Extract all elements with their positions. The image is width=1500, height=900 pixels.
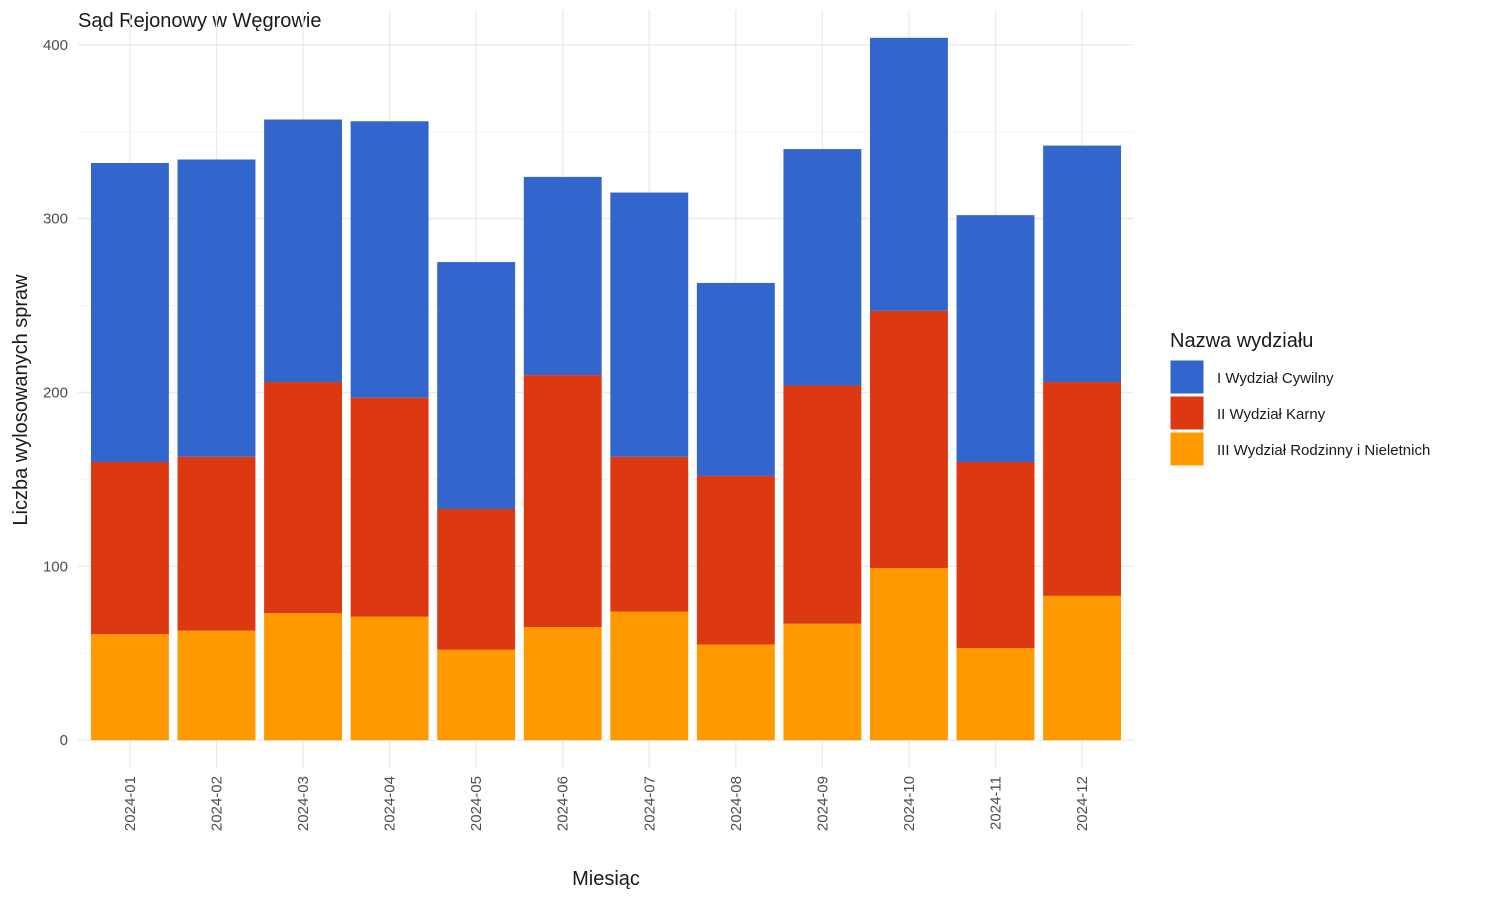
bar-segment bbox=[350, 616, 429, 741]
bar-segment bbox=[264, 382, 342, 614]
chart-title: Sąd Rejonowy w Węgrowie bbox=[78, 10, 321, 32]
y-tick-label: 300 bbox=[43, 211, 68, 228]
y-axis-title: Liczba wylosowanych spraw bbox=[10, 274, 32, 526]
bar-segment bbox=[177, 456, 256, 631]
x-tick-label: 2024-05 bbox=[468, 776, 485, 831]
bar-segment bbox=[523, 375, 602, 628]
x-tick-label: 2024-12 bbox=[1074, 776, 1091, 831]
legend-title: Nazwa wydziału bbox=[1170, 330, 1313, 352]
bar-segment bbox=[956, 215, 1035, 463]
bar-segment bbox=[783, 149, 862, 386]
bar-segment bbox=[350, 397, 429, 617]
bar-segment bbox=[264, 119, 342, 383]
legend-swatch bbox=[1169, 395, 1205, 431]
x-tick-label: 2024-03 bbox=[295, 776, 312, 831]
bar-segment bbox=[90, 162, 169, 463]
legend-label: I Wydział Cywilny bbox=[1217, 370, 1334, 387]
bar-segment bbox=[350, 121, 429, 398]
bars-group bbox=[90, 37, 1122, 741]
bar-segment bbox=[783, 623, 862, 741]
legend-label: II Wydział Karny bbox=[1217, 406, 1326, 423]
bar-segment bbox=[870, 37, 948, 311]
bar-segment bbox=[870, 310, 948, 569]
y-axis-ticks: 0 100 200 300 400 bbox=[43, 37, 68, 749]
x-tick-label: 2024-06 bbox=[555, 776, 572, 831]
y-tick-label: 0 bbox=[60, 732, 68, 749]
bar-segment bbox=[90, 634, 169, 741]
bar-segment bbox=[437, 262, 516, 509]
x-tick-label: 2024-08 bbox=[728, 776, 745, 831]
bar-segment bbox=[1043, 382, 1122, 596]
bar-segment bbox=[870, 568, 948, 741]
bar-segment bbox=[1043, 145, 1122, 383]
bar-segment bbox=[437, 508, 516, 650]
x-axis-title: Miesiąc bbox=[572, 868, 640, 890]
bar-segment bbox=[696, 644, 775, 741]
bar-segment bbox=[610, 456, 689, 612]
bar-segment bbox=[523, 627, 602, 741]
legend-label: III Wydział Rodzinny i Nieletnich bbox=[1217, 442, 1430, 459]
y-tick-label: 200 bbox=[43, 384, 68, 401]
legend-swatch bbox=[1169, 431, 1205, 467]
y-tick-label: 100 bbox=[43, 558, 68, 575]
legend: Nazwa wydziału I Wydział Cywilny II Wydzi… bbox=[1169, 330, 1430, 467]
x-tick-label: 2024-04 bbox=[382, 776, 399, 831]
bar-segment bbox=[177, 159, 256, 457]
legend-swatch bbox=[1169, 359, 1205, 395]
bar-segment bbox=[783, 385, 862, 624]
x-tick-label: 2024-01 bbox=[122, 776, 139, 831]
bar-segment bbox=[696, 282, 775, 476]
bar-segment bbox=[1043, 595, 1122, 741]
bar-segment bbox=[437, 649, 516, 741]
bar-segment bbox=[177, 630, 256, 741]
x-axis-ticks: 2024-01 2024-02 2024-03 2024-04 2024-05 2024-… bbox=[122, 776, 1091, 831]
bar-segment bbox=[90, 462, 169, 635]
y-tick-label: 400 bbox=[43, 37, 68, 54]
bar-segment bbox=[523, 176, 602, 376]
bar-segment bbox=[956, 648, 1035, 741]
x-tick-label: 2024-10 bbox=[901, 776, 918, 831]
bar-segment bbox=[956, 462, 1035, 649]
x-tick-label: 2024-09 bbox=[814, 776, 831, 831]
bar-segment bbox=[610, 192, 689, 457]
bar-segment bbox=[610, 611, 689, 741]
bar-segment bbox=[264, 613, 342, 741]
x-tick-label: 2024-07 bbox=[641, 776, 658, 831]
x-tick-label: 2024-02 bbox=[208, 776, 225, 831]
x-tick-label: 2024-11 bbox=[988, 776, 1005, 830]
bar-segment bbox=[696, 475, 775, 645]
